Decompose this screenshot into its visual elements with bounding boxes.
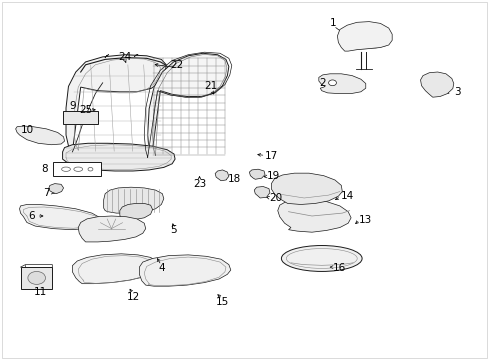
- Ellipse shape: [88, 167, 93, 171]
- Polygon shape: [420, 72, 453, 97]
- Circle shape: [328, 80, 336, 86]
- Polygon shape: [103, 187, 163, 213]
- Polygon shape: [78, 216, 145, 242]
- Text: 4: 4: [158, 263, 164, 273]
- Polygon shape: [277, 200, 350, 232]
- Polygon shape: [16, 126, 64, 145]
- Text: 2: 2: [319, 78, 325, 88]
- Text: 10: 10: [21, 125, 34, 135]
- Circle shape: [28, 271, 45, 284]
- Text: 18: 18: [227, 174, 241, 184]
- Text: 12: 12: [126, 292, 140, 302]
- Text: 15: 15: [215, 297, 229, 307]
- Bar: [53, 162, 101, 176]
- Text: 11: 11: [33, 287, 47, 297]
- Polygon shape: [254, 186, 269, 198]
- Text: 25: 25: [79, 105, 92, 115]
- Text: 8: 8: [41, 164, 48, 174]
- Polygon shape: [215, 170, 228, 181]
- Polygon shape: [337, 22, 391, 51]
- Polygon shape: [120, 203, 152, 220]
- Ellipse shape: [61, 167, 70, 171]
- Polygon shape: [66, 55, 166, 152]
- Polygon shape: [249, 169, 264, 179]
- Polygon shape: [271, 173, 342, 204]
- Text: 1: 1: [329, 18, 336, 28]
- Text: 17: 17: [264, 150, 278, 161]
- Text: 22: 22: [170, 60, 183, 70]
- Text: 3: 3: [453, 87, 460, 97]
- Text: 16: 16: [332, 263, 346, 273]
- Text: 21: 21: [204, 81, 218, 91]
- Polygon shape: [62, 143, 175, 171]
- Text: 13: 13: [358, 215, 372, 225]
- Bar: [20, 267, 52, 289]
- Polygon shape: [139, 255, 230, 286]
- Text: 20: 20: [269, 193, 282, 203]
- Text: 5: 5: [170, 225, 177, 235]
- Text: 9: 9: [69, 101, 76, 111]
- Bar: [62, 111, 98, 124]
- Text: 6: 6: [28, 211, 35, 221]
- Text: 7: 7: [43, 188, 50, 198]
- Ellipse shape: [74, 167, 82, 171]
- Polygon shape: [20, 204, 102, 230]
- Polygon shape: [318, 74, 365, 94]
- Text: 14: 14: [340, 191, 353, 201]
- Text: 19: 19: [266, 171, 280, 181]
- Text: 24: 24: [118, 52, 131, 62]
- Polygon shape: [147, 53, 228, 157]
- Ellipse shape: [281, 246, 361, 271]
- Text: 23: 23: [192, 179, 206, 189]
- Polygon shape: [49, 184, 63, 194]
- Polygon shape: [72, 254, 159, 284]
